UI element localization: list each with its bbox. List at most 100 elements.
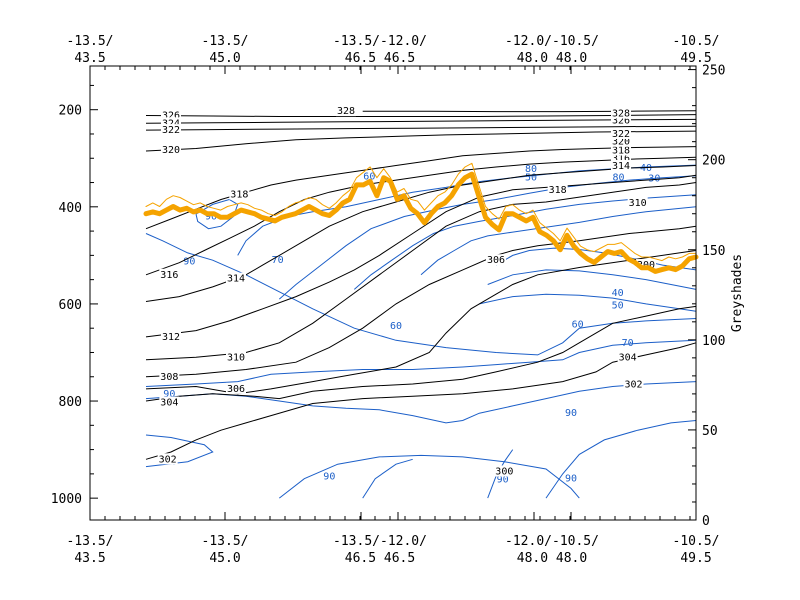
theta-label-10: 312 [162, 332, 180, 343]
humidity-label-6: 80 [525, 164, 537, 175]
theta-label-14: 304 [160, 397, 178, 408]
bottom-lon-label-4: -10.5/ [673, 534, 720, 549]
top-lat-label-2: 46.5 46.5 [345, 51, 415, 66]
theta-label-17: 304 [619, 352, 637, 363]
theta-label-bg-5 [229, 188, 250, 200]
right-tick-label-250: 250 [702, 64, 725, 79]
theta-label-bg-2 [161, 124, 181, 136]
top-lat-label-4: 49.5 [680, 51, 711, 66]
theta-label-bg-23 [611, 135, 631, 147]
right-tick-label-100: 100 [702, 334, 725, 349]
theta-label-bg-16 [486, 254, 506, 266]
bottom-lon-label-0: -13.5/ [67, 534, 114, 549]
theta-label-24: 322 [612, 129, 630, 140]
humidity-label-17: 90 [323, 471, 335, 482]
theta-label-bg-4 [336, 105, 356, 117]
left-tick-label-1000: 1000 [51, 492, 82, 507]
humidity-contour-90-14 [362, 458, 413, 499]
theta-contour-318 [145, 146, 697, 230]
humidity-label-14: 90 [163, 389, 175, 400]
theta-label-12: 308 [160, 372, 178, 383]
theta-label-bg-10 [161, 330, 181, 342]
theta-label-18: 302 [624, 380, 642, 391]
left-tick-label-200: 200 [59, 104, 82, 119]
axes-layer: 200 400 600 800 1000 0 50 100 150 200 250 -13.5/43.… [51, 34, 726, 566]
bottom-lon-label-1: -13.5/ [202, 534, 249, 549]
theta-contour-310 [145, 182, 697, 361]
theta-label-bg-3 [161, 144, 181, 156]
theta-label-20: 316 [612, 153, 630, 164]
top-lon-label-0: -13.5/ [67, 34, 114, 49]
bottom-lat-label-4: 49.5 [680, 551, 711, 566]
theta-label-bg-17 [617, 351, 638, 363]
humidity-label-12: 60 [572, 319, 584, 330]
theta-label-bg-26 [611, 107, 631, 119]
humidity-contour-70-11 [479, 293, 697, 312]
humidity-label-11: 50 [612, 300, 624, 311]
theta-label-bg-19 [636, 259, 656, 271]
theta-label-bg-21 [611, 160, 631, 172]
theta-label-8: 316 [160, 270, 178, 281]
theta-contour-324 [145, 118, 697, 124]
theta-label-bg-12 [159, 370, 180, 382]
theta-label-bg-18 [623, 378, 644, 390]
theta-label-16: 306 [487, 255, 505, 266]
theta-label-bg-22 [611, 144, 631, 156]
theta-contour-316 [145, 156, 697, 276]
humidity-label-1: 90 [183, 257, 195, 268]
theta-contour-304 [145, 305, 697, 402]
theta-label-4: 328 [337, 106, 355, 117]
theta-label-26: 328 [612, 109, 630, 120]
theta-contour-320 [145, 130, 697, 152]
theta-label-bg-25 [611, 114, 631, 126]
humidity-label-2: 70 [272, 255, 284, 266]
bottom-lat-label-2: 46.5 46.5 [345, 551, 415, 566]
left-tick-label-400: 400 [59, 201, 82, 216]
theta-label-bg-1 [161, 117, 181, 129]
theta-contour-308 [145, 225, 697, 378]
humidity-label-3: 60 [363, 172, 375, 183]
humidity-label-4: 60 [390, 321, 402, 332]
theta-label-27: 300 [495, 466, 513, 477]
theta-label-bg-20 [611, 152, 631, 164]
theta-label-7: 310 [629, 198, 647, 209]
theta-label-bg-8 [159, 268, 180, 280]
theta-label-bg-24 [611, 127, 631, 139]
top-lat-label-3: 48.0 48.0 [517, 51, 587, 66]
theta-label-5: 318 [230, 190, 248, 201]
top-lat-label-1: 45.0 [209, 51, 240, 66]
bottom-lon-label-2: -13.5/-12.0/ [333, 534, 427, 549]
theta-label-bg-0 [161, 109, 181, 121]
bottom-lat-label-1: 45.0 [209, 551, 240, 566]
humidity-label-19: 90 [565, 474, 577, 485]
theta-label-22: 318 [612, 145, 630, 156]
theta-label-0: 326 [162, 111, 180, 122]
humidity-contour-70-3 [145, 233, 697, 356]
humidity-label-18: 90 [497, 475, 509, 486]
humidity-contour-80-2 [145, 339, 697, 387]
right-tick-label-0: 0 [702, 514, 710, 529]
greyshade-layer [143, 162, 699, 274]
humidity-contour-60-6 [278, 175, 697, 300]
humidity-contour-50-7 [353, 194, 697, 290]
bottom-lat-label-0: 43.5 [74, 551, 105, 566]
humidity-contour-90-0 [145, 434, 214, 468]
humidity-contour-60-10 [487, 269, 697, 290]
humidity-label-10: 40 [612, 288, 624, 299]
theta-label-bg-14 [159, 396, 180, 408]
theta-label-3: 320 [162, 145, 180, 156]
humidity-contour-40-8 [420, 206, 697, 276]
left-tick-label-600: 600 [59, 298, 82, 313]
humidity-contour-80-12 [278, 454, 580, 499]
theta-label-11: 310 [227, 352, 245, 363]
bottom-lat-label-3: 48.0 48.0 [517, 551, 587, 566]
plot-frame [89, 65, 697, 521]
theta-contour-326 [145, 114, 697, 117]
top-lon-label-2: -13.5/-12.0/ [333, 34, 427, 49]
greyshade-series-thick [143, 171, 699, 274]
right-tick-label-200: 200 [702, 154, 725, 169]
theta-label-23: 320 [612, 137, 630, 148]
humidity-contour-90-13 [545, 420, 697, 499]
